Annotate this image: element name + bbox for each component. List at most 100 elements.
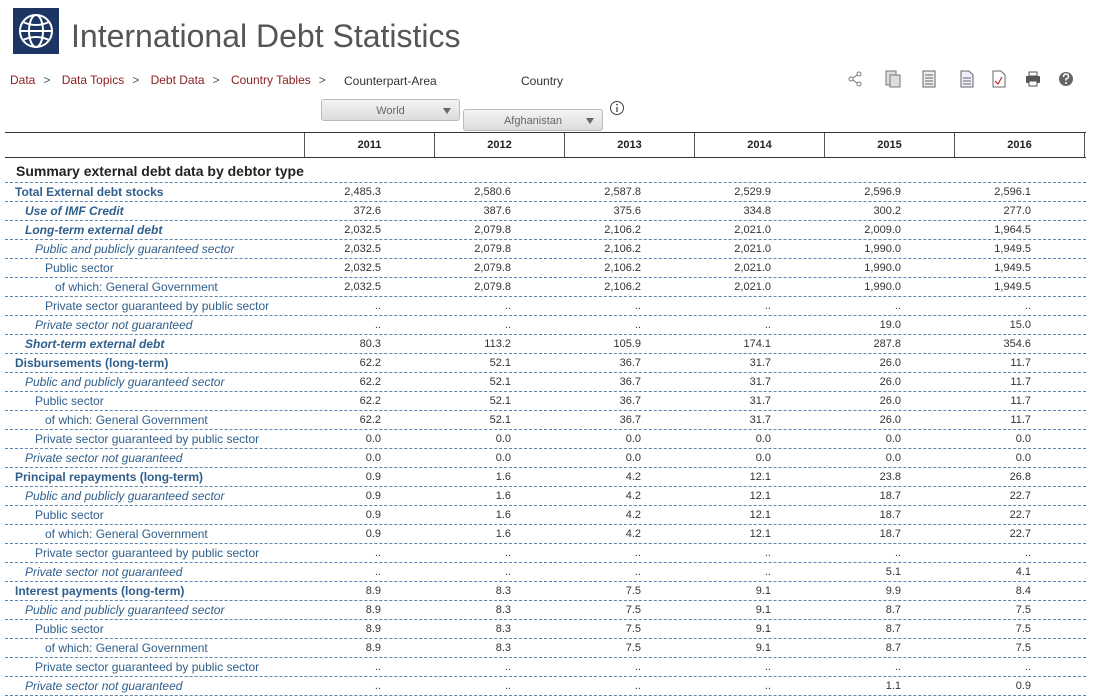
cell-value: 8.9	[365, 604, 381, 616]
row-label: Public sector	[35, 622, 104, 636]
cell-value: 18.7	[879, 528, 901, 540]
print-icon[interactable]	[1026, 71, 1040, 87]
cell-value: 11.7	[1010, 395, 1031, 407]
cell-value: 8.7	[885, 604, 901, 616]
cell-value: ..	[764, 319, 771, 331]
column-header: 2015	[825, 133, 955, 157]
row-label: Public and publicly guaranteed sector	[35, 242, 235, 256]
cell-value: 174.1	[743, 338, 771, 350]
cell-value: 5.1	[885, 566, 901, 578]
crumb-link[interactable]: Debt Data	[150, 73, 205, 87]
cell-value: 26.0	[879, 357, 901, 369]
cell-value: 2,032.5	[344, 262, 381, 274]
cell-value: 2,485.3	[344, 186, 381, 198]
cell-value: 0.0	[365, 452, 381, 464]
cell-value: 372.6	[353, 205, 381, 217]
cell-value: 2,580.6	[474, 186, 511, 198]
csv-icon[interactable]	[922, 70, 936, 88]
column-header: 2016	[955, 133, 1085, 157]
cell-value: 0.0	[495, 433, 511, 445]
cell-value: ..	[374, 300, 381, 312]
cell-value: 52.1	[489, 376, 511, 388]
cell-value: ..	[504, 547, 511, 559]
cell-value: 8.7	[885, 642, 901, 654]
table-row: Private sector not guaranteed 0.0 0.0 0.0 0.…	[5, 449, 1086, 468]
table-row: Private sector guaranteed by public sect…	[5, 297, 1086, 316]
cell-value: 7.5	[1015, 642, 1031, 654]
info-icon[interactable]	[609, 100, 625, 116]
column-header: 2013	[565, 133, 695, 157]
cell-value: 12.1	[749, 528, 771, 540]
select-value: World	[376, 105, 405, 117]
cell-value: 2,106.2	[604, 262, 641, 274]
cell-value: 0.9	[365, 490, 381, 502]
logo[interactable]	[13, 8, 59, 54]
cell-value: 0.0	[755, 433, 771, 445]
cell-value: ..	[634, 319, 641, 331]
row-label: Private sector guaranteed by public sect…	[35, 432, 260, 446]
excel-icon[interactable]	[960, 70, 974, 88]
table-row: Private sector guaranteed by public sect…	[5, 544, 1086, 563]
cell-value: ..	[634, 300, 641, 312]
cell-value: 375.6	[613, 205, 641, 217]
row-label: Short-term external debt	[25, 337, 165, 351]
cell-value: 52.1	[489, 357, 511, 369]
cell-value: 0.0	[1015, 452, 1031, 464]
copy-icon[interactable]	[885, 70, 901, 88]
help-icon[interactable]	[1059, 72, 1073, 86]
crumb-link[interactable]: Data	[10, 73, 36, 87]
cell-value: ..	[504, 661, 511, 673]
share-icon[interactable]	[848, 71, 862, 87]
cell-value: 2,079.8	[474, 243, 511, 255]
counterpart-select[interactable]: World	[321, 99, 460, 121]
cell-value: 26.0	[879, 376, 901, 388]
table-header: 2011 2012 2013 2014 2015 2016	[5, 132, 1086, 158]
row-label: Disbursements (long-term)	[15, 356, 169, 370]
cell-value: 52.1	[489, 414, 511, 426]
cell-value: 22.7	[1009, 490, 1031, 502]
cell-value: ..	[1024, 661, 1031, 673]
cell-value: 62.2	[359, 414, 381, 426]
row-label: Public sector	[35, 508, 104, 522]
table-row: Private sector guaranteed by public sect…	[5, 430, 1086, 449]
country-select[interactable]: Afghanistan	[463, 109, 603, 131]
cell-value: 2,079.8	[474, 224, 511, 236]
cell-value: 277.0	[1003, 205, 1031, 217]
crumb-separator: >	[132, 73, 140, 87]
cell-value: 4.2	[625, 471, 641, 483]
cell-value: ..	[1024, 547, 1031, 559]
table-row: of which: General Government 62.2 52.1 36.7…	[5, 411, 1086, 430]
row-label: Principal repayments (long-term)	[15, 470, 204, 484]
crumb-link[interactable]: Country Tables	[230, 73, 311, 87]
table-row: Short-term external debt 80.3 113.2 105.9 17…	[5, 335, 1086, 354]
column-header: 2012	[435, 133, 565, 157]
cell-value: 2,021.0	[734, 262, 771, 274]
cell-value: 12.1	[749, 490, 771, 502]
cell-value: 1,990.0	[864, 281, 901, 293]
page-title: International Debt Statistics	[71, 18, 461, 54]
cell-value: 2,596.9	[864, 186, 901, 198]
cell-value: 1.6	[495, 471, 511, 483]
cell-value: 0.9	[365, 528, 381, 540]
cell-value: 8.7	[885, 623, 901, 635]
cell-value: ..	[764, 661, 771, 673]
row-label: Private sector not guaranteed	[25, 679, 183, 693]
cell-value: 8.3	[495, 642, 511, 654]
cell-value: 2,587.8	[604, 186, 641, 198]
crumb-separator: >	[212, 73, 220, 87]
cell-value: 7.5	[1015, 604, 1031, 616]
crumb-link[interactable]: Data Topics	[61, 73, 125, 87]
table-row: Interest payments (long-term) 8.9 8.3 7.5 9.…	[5, 582, 1086, 601]
column-header: 2011	[305, 133, 435, 157]
table-body: Total External debt stocks 2,485.3 2,580.6…	[5, 183, 1086, 696]
cell-value: 9.1	[755, 604, 771, 616]
row-label: of which: General Government	[55, 280, 218, 294]
pdf-icon[interactable]	[992, 70, 1006, 88]
cell-value: ..	[764, 300, 771, 312]
cell-value: 8.9	[365, 585, 381, 597]
cell-value: 22.7	[1009, 509, 1031, 521]
cell-value: ..	[1024, 300, 1031, 312]
cell-value: 31.7	[749, 414, 771, 426]
row-label: Public sector	[35, 394, 104, 408]
cell-value: 2,106.2	[604, 224, 641, 236]
